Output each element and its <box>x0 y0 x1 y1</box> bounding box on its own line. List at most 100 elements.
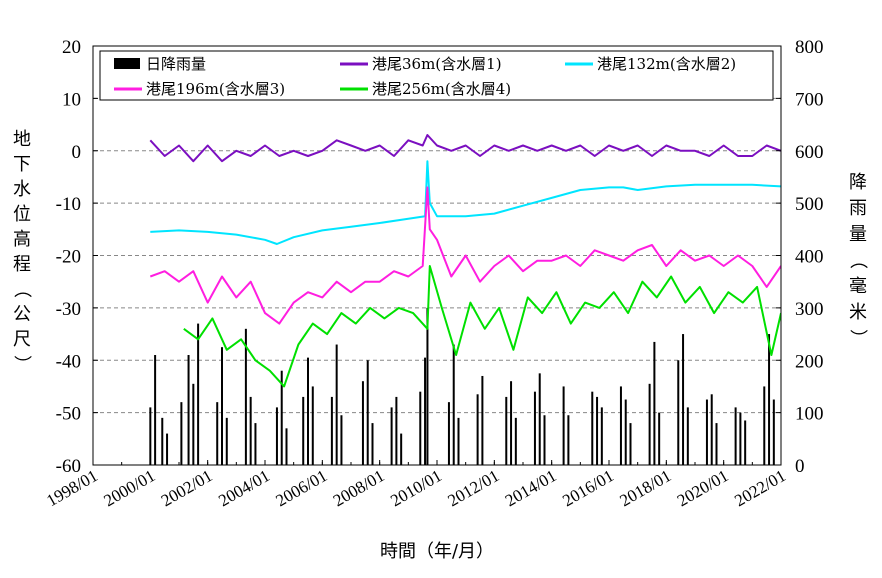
left-tick-label: -50 <box>56 404 81 425</box>
rain-bar <box>366 360 369 465</box>
rain-bar <box>538 373 541 465</box>
right-axis-title-char: ） <box>847 329 868 347</box>
rain-bar <box>335 344 338 465</box>
rain-bar <box>768 334 771 465</box>
left-axis-title-char: 尺 <box>13 329 31 350</box>
left-tick-label: -40 <box>56 351 81 372</box>
legend-swatch-rain <box>114 58 140 69</box>
rain-bar <box>161 417 164 465</box>
rain-bar <box>307 357 309 465</box>
rain-bar <box>624 399 627 465</box>
left-axis-title-char: 公 <box>13 304 31 325</box>
rain-bar <box>330 396 333 465</box>
x-tick-label: 2002/01 <box>158 466 216 510</box>
rain-bar <box>505 396 508 465</box>
rain-bar <box>280 370 283 465</box>
rain-bar <box>180 402 183 465</box>
right-tick-label: 600 <box>795 142 824 163</box>
right-tick-label: 500 <box>795 194 824 215</box>
rain-bar <box>225 417 228 465</box>
left-axis-title-char: 高 <box>13 229 31 250</box>
grid-lines <box>93 97 781 414</box>
rainfall-bars <box>149 307 775 465</box>
left-axis-title-char: 位 <box>13 204 31 225</box>
rain-bar <box>340 415 343 465</box>
rain-bar <box>285 428 288 465</box>
rain-bar <box>619 386 622 465</box>
right-axis-title-char: 雨 <box>849 198 867 219</box>
left-axis-title-char: 下 <box>13 154 31 175</box>
rain-bar <box>187 355 190 465</box>
rain-bar <box>763 386 766 465</box>
x-tick-label: 2022/01 <box>731 466 789 510</box>
rain-bar <box>533 391 536 465</box>
rain-bar <box>543 415 546 465</box>
left-axis-ticks: 20 10 0 -10 -20 -30 -40 -50 -60 <box>56 37 98 477</box>
rain-bar <box>562 386 565 465</box>
rain-bar <box>216 402 219 465</box>
legend-label-36m: 港尾36m(含水層1) <box>372 55 502 73</box>
left-axis-title-char: 水 <box>13 179 31 200</box>
rain-bar <box>447 402 450 465</box>
left-tick-label: -20 <box>56 247 81 268</box>
rain-bar <box>481 375 484 465</box>
x-tick-label: 2012/01 <box>445 466 503 510</box>
series-line <box>149 134 781 163</box>
rain-bar <box>596 396 599 465</box>
rain-bar <box>426 307 429 465</box>
rain-bar <box>629 423 632 465</box>
rain-bar <box>424 357 427 465</box>
x-tick-label: 2006/01 <box>273 466 331 510</box>
x-tick-label: 2014/01 <box>502 466 560 510</box>
rain-bar <box>739 412 742 465</box>
series-lines <box>149 134 781 388</box>
left-tick-label: 0 <box>72 142 82 163</box>
right-axis-title-char: 量 <box>849 224 867 245</box>
rain-bar <box>390 407 393 465</box>
rain-bar <box>734 407 737 465</box>
left-axis-title-char: ） <box>11 355 32 373</box>
x-tick-label: 2000/01 <box>101 466 159 510</box>
left-axis-title-char: 程 <box>13 254 31 275</box>
rain-bar <box>221 347 223 465</box>
x-tick-label: 2016/01 <box>559 466 617 510</box>
x-tick-label: 2004/01 <box>215 466 273 510</box>
rain-bar <box>653 341 656 465</box>
rain-bar <box>600 407 603 465</box>
series-line <box>183 265 781 388</box>
left-tick-label: -60 <box>56 456 81 477</box>
rain-bar <box>772 399 775 465</box>
rain-bar <box>658 412 661 465</box>
rain-bar <box>705 399 708 465</box>
right-axis-title-char: 毫 <box>849 276 867 297</box>
rain-bar <box>400 433 403 465</box>
left-tick-label: 20 <box>62 37 81 58</box>
rain-bar <box>452 344 455 465</box>
rain-bar <box>149 407 152 465</box>
rain-bar <box>591 391 594 465</box>
rain-bar <box>648 383 651 465</box>
rain-bar <box>677 360 680 465</box>
rain-bar <box>302 396 305 465</box>
rain-bar <box>154 355 157 465</box>
x-axis-ticks: 1998/01 2000/01 2002/01 2004/01 2006/01 2008/… <box>43 460 789 510</box>
rain-bar <box>514 417 517 465</box>
rain-bar <box>311 386 314 465</box>
right-axis-title-char: 米 <box>849 302 867 323</box>
rain-bar <box>567 415 570 465</box>
rain-bar <box>476 394 479 465</box>
rain-bar <box>275 407 278 465</box>
left-tick-label: 10 <box>62 89 81 110</box>
x-axis-title: 時間（年/月） <box>380 541 494 562</box>
rain-bar <box>744 420 747 465</box>
right-axis-title: 降雨量 （ 毫米 ） <box>847 172 868 347</box>
legend: 日降雨量 港尾36m(含水層1) 港尾132m(含水層2) 港尾196m(含水層… <box>99 50 774 101</box>
rain-bar <box>395 396 398 465</box>
x-tick-label: 2020/01 <box>674 466 732 510</box>
rain-bar <box>682 334 685 465</box>
series-line <box>150 160 781 245</box>
right-tick-label: 400 <box>795 247 824 268</box>
legend-label-196m: 港尾196m(含水層3) <box>146 80 285 98</box>
rain-bar <box>686 407 689 465</box>
legend-box <box>99 50 774 101</box>
